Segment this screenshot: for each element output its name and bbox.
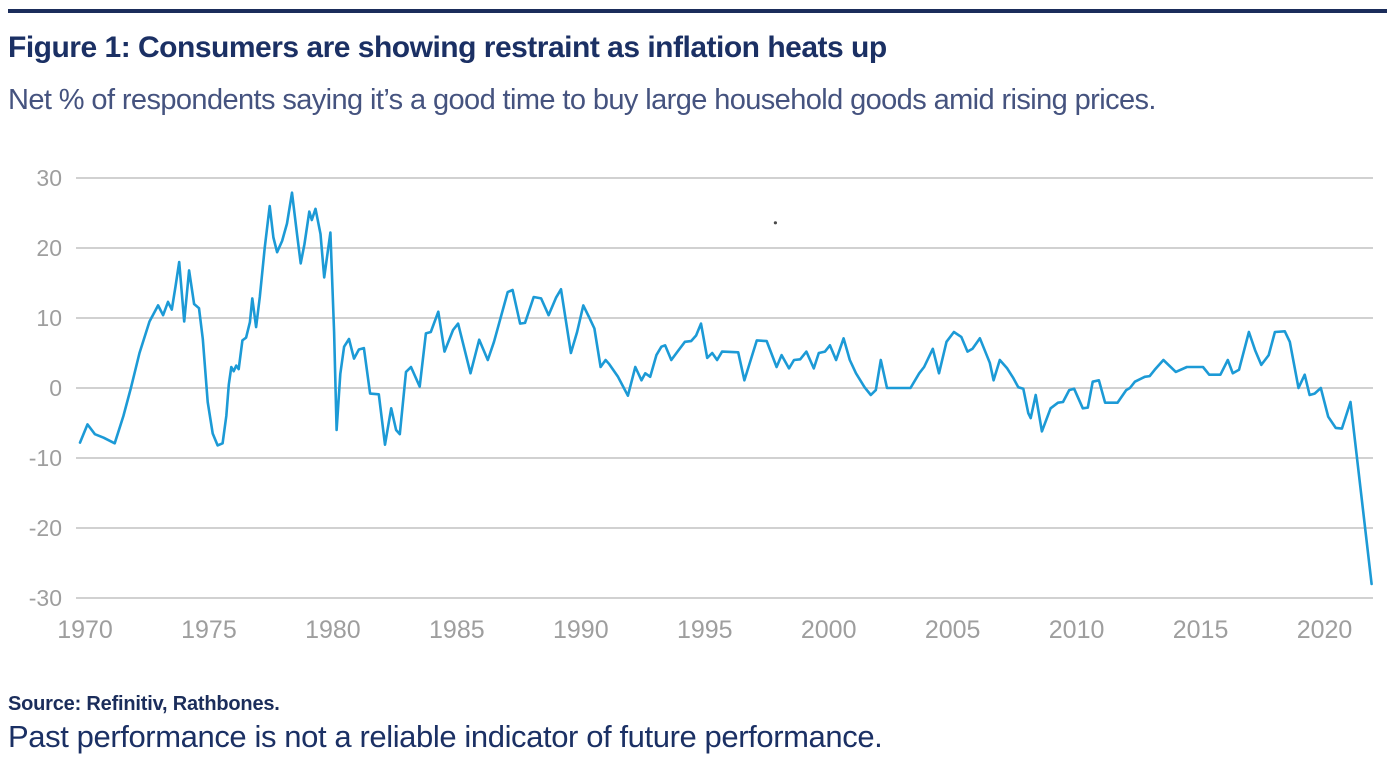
x-axis-label-1970: 1970 <box>57 616 113 644</box>
y-axis-label--10: -10 <box>29 445 62 471</box>
stray-dot <box>773 221 778 225</box>
x-axis-label-2005: 2005 <box>925 616 981 644</box>
x-axis-label-2020: 2020 <box>1297 616 1353 644</box>
top-rule <box>8 9 1387 13</box>
y-axis-label-20: 20 <box>36 235 62 261</box>
y-axis-label--20: -20 <box>29 515 62 541</box>
data-line <box>78 191 1373 586</box>
figure-subtitle: Net % of respondents saying it’s a good … <box>8 84 1156 116</box>
x-axis-label-2010: 2010 <box>1049 616 1105 644</box>
y-axis-label--30: -30 <box>29 585 62 611</box>
x-axis-label-1975: 1975 <box>181 616 237 644</box>
x-axis-label-1985: 1985 <box>429 616 485 644</box>
x-axis-label-2015: 2015 <box>1173 616 1229 644</box>
y-axis-label-0: 0 <box>49 375 62 401</box>
x-axis-label-1995: 1995 <box>677 616 733 644</box>
x-axis-label-2000: 2000 <box>801 616 857 644</box>
disclaimer-text: Past performance is not a reliable indic… <box>8 719 883 754</box>
y-axis-label-10: 10 <box>36 305 62 331</box>
figure-title: Figure 1: Consumers are showing restrain… <box>8 31 887 64</box>
x-axis-label-1990: 1990 <box>553 616 609 644</box>
y-axis-label-30: 30 <box>36 165 62 191</box>
x-axis-label-1980: 1980 <box>305 616 361 644</box>
source-note: Source: Refinitiv, Rathbones. <box>8 693 280 715</box>
